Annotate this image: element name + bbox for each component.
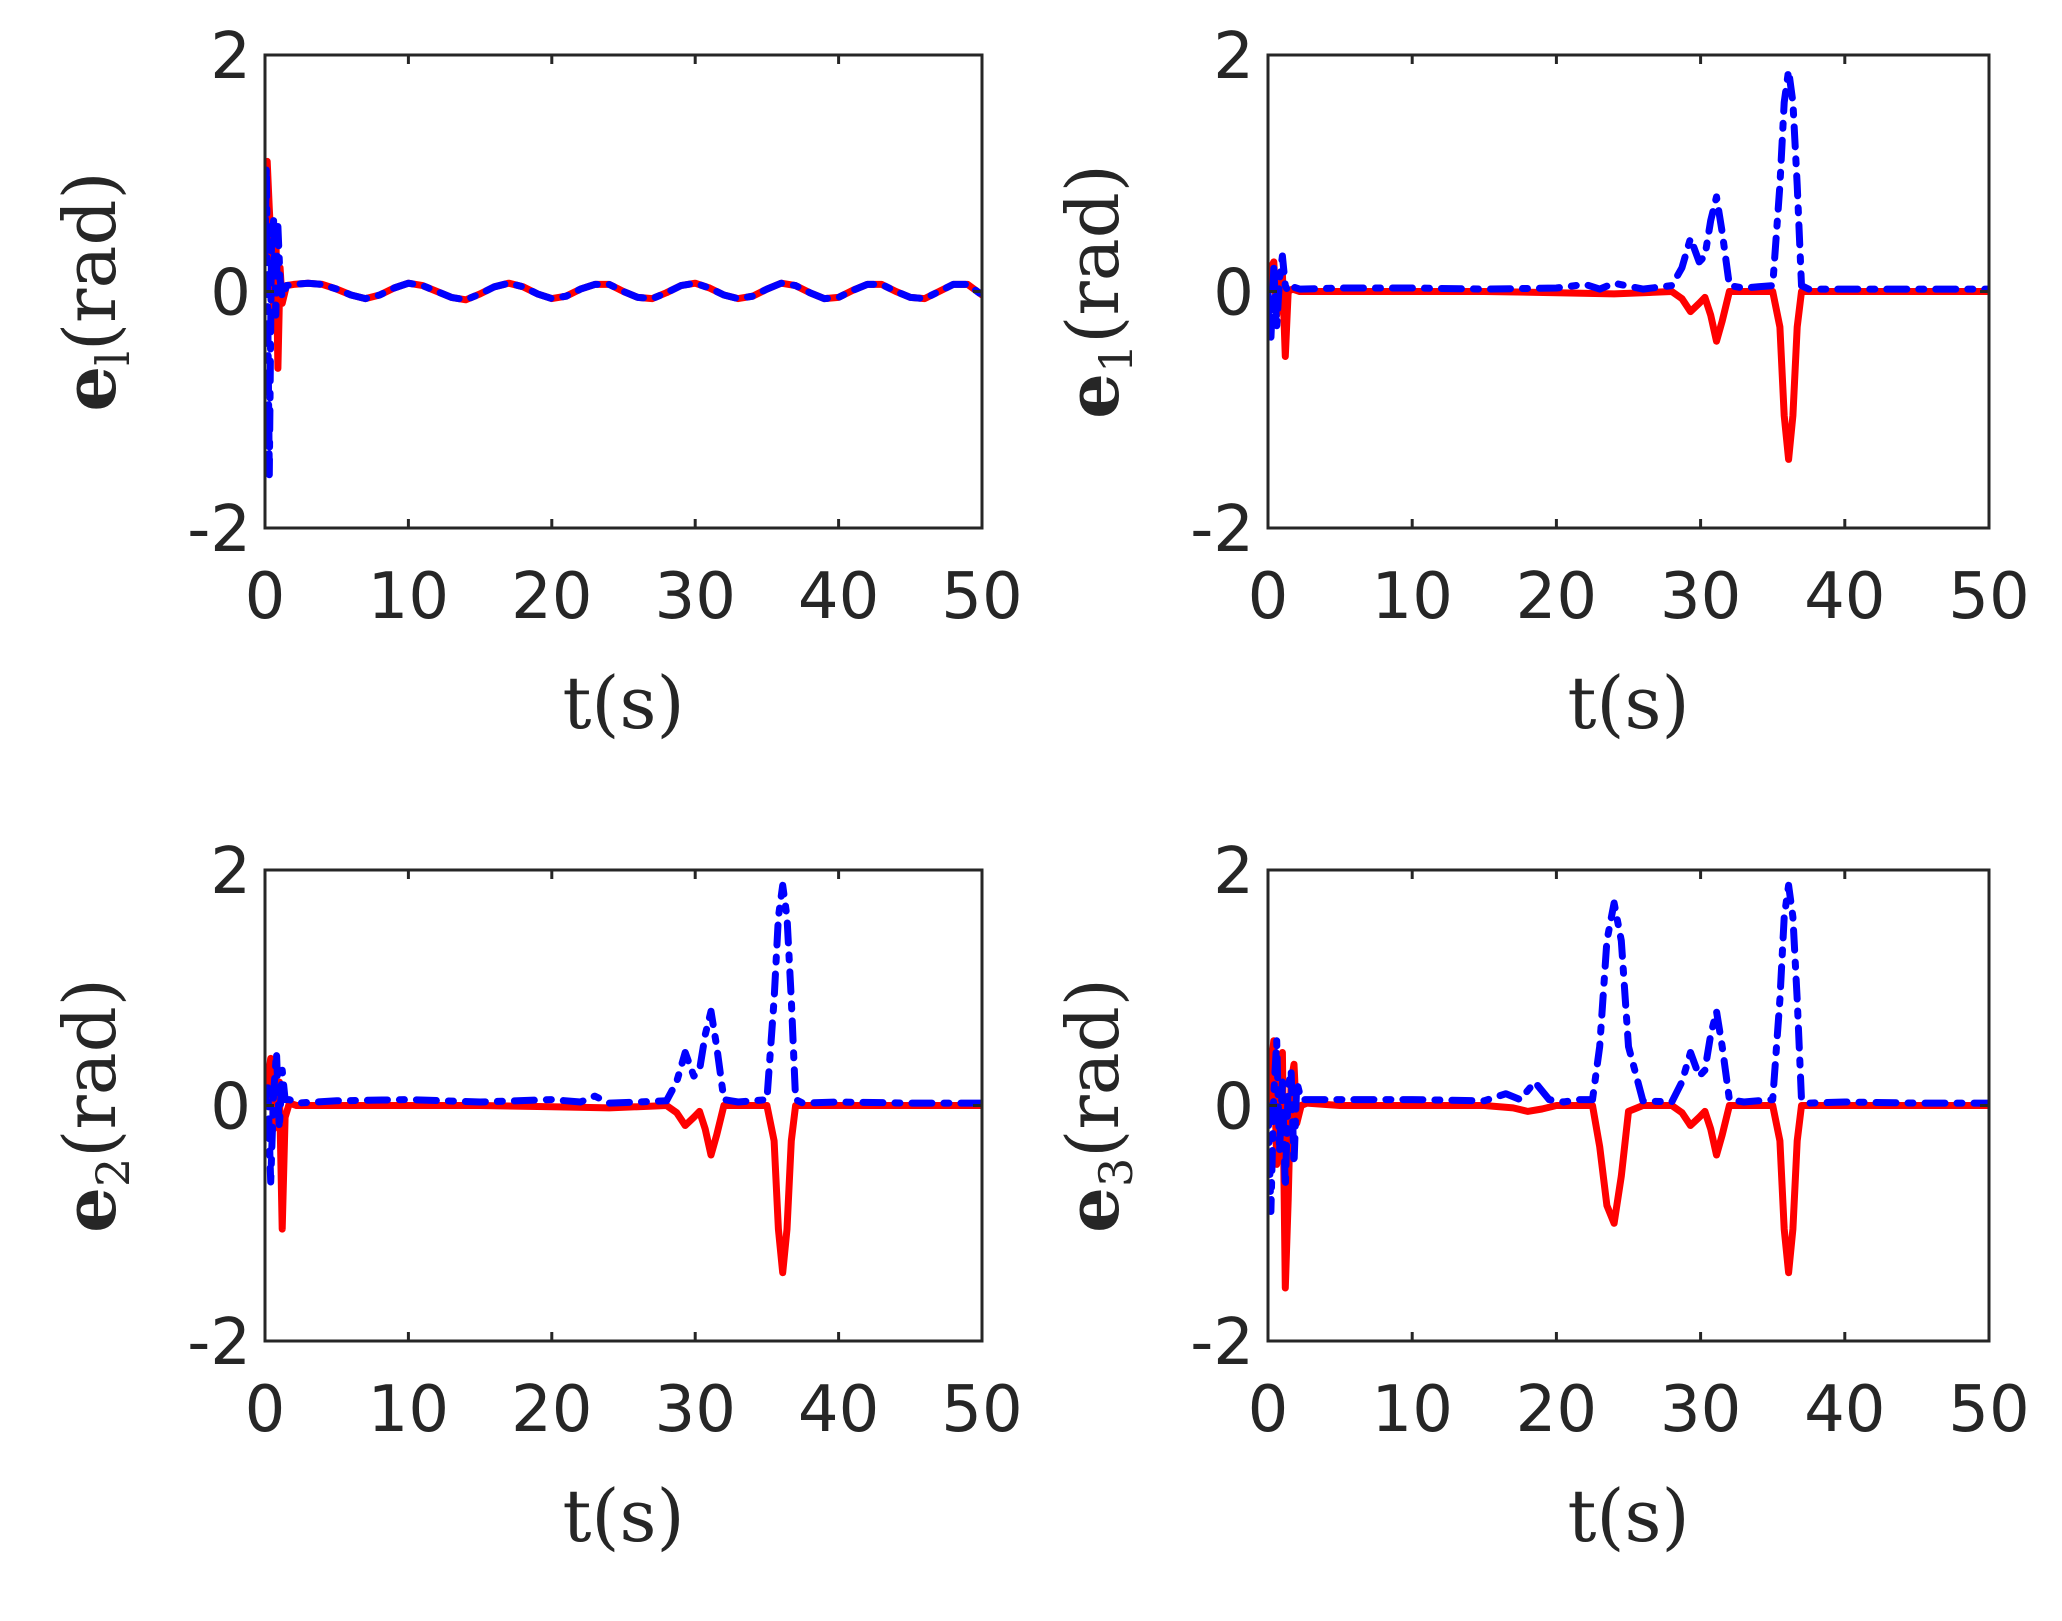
- y-axis-label: el(rad): [47, 171, 140, 411]
- x-tick-label: 20: [1516, 1373, 1597, 1447]
- x-tick-label: 30: [1660, 1373, 1741, 1447]
- x-tick-label: 20: [1516, 560, 1597, 634]
- y-axis-label: e1(rad): [1050, 164, 1143, 419]
- y-axis-label-unit: (rad): [1051, 164, 1135, 344]
- x-tick-label: 10: [1371, 560, 1452, 634]
- y-tick-label: 2: [210, 20, 251, 94]
- x-tick-label: 40: [798, 560, 879, 634]
- x-tick-label: 30: [654, 1373, 735, 1447]
- y-axis-label-subscript: l: [86, 351, 140, 366]
- x-axis-label: t(s): [562, 1474, 684, 1558]
- y-axis-label-symbol: e: [47, 366, 132, 412]
- x-axis-label: t(s): [1567, 661, 1689, 745]
- y-tick-label: 0: [1213, 257, 1254, 331]
- series-line-blue-dash-dot: [265, 881, 982, 1186]
- x-tick-label: 50: [941, 1373, 1022, 1447]
- y-axis-label: e2(rad): [47, 978, 140, 1233]
- x-tick-label: 10: [368, 560, 449, 634]
- x-tick-label: 50: [941, 560, 1022, 634]
- x-tick-label: 30: [1660, 560, 1741, 634]
- y-tick-label: -2: [1190, 493, 1254, 567]
- y-axis-label-unit: (rad): [48, 978, 132, 1158]
- x-tick-label: 30: [654, 560, 735, 634]
- series-line-red-solid: [1268, 258, 1989, 463]
- y-tick-label: -2: [187, 1306, 251, 1380]
- x-tick-label: 40: [798, 1373, 879, 1447]
- y-tick-label: -2: [1190, 1306, 1254, 1380]
- x-tick-label: 0: [245, 560, 286, 634]
- x-tick-label: 40: [1804, 1373, 1885, 1447]
- series-line-blue-dash-dot: [265, 163, 982, 479]
- y-tick-label: 0: [1213, 1071, 1254, 1145]
- x-tick-label: 50: [1948, 560, 2029, 634]
- y-axis-label-symbol: e: [1050, 1187, 1135, 1233]
- x-tick-label: 0: [1248, 1373, 1289, 1447]
- x-tick-label: 20: [511, 560, 592, 634]
- y-tick-label: 2: [210, 835, 251, 909]
- y-axis-label-subscript: 3: [1089, 1158, 1143, 1187]
- x-tick-label: 20: [511, 1373, 592, 1447]
- y-axis-label-symbol: e: [47, 1187, 132, 1233]
- y-axis-label-unit: (rad): [48, 171, 132, 351]
- x-tick-label: 40: [1804, 560, 1885, 634]
- y-tick-label: 2: [1213, 20, 1254, 94]
- y-axis-label-unit: (rad): [1051, 978, 1135, 1158]
- y-tick-label: -2: [187, 493, 251, 567]
- y-axis-label-symbol: e: [1050, 373, 1135, 419]
- x-axis-label: t(s): [1567, 1474, 1689, 1558]
- series-line-blue-dash-dot: [1268, 881, 1989, 1215]
- y-axis-label: e3(rad): [1050, 978, 1143, 1233]
- x-tick-label: 10: [1371, 1373, 1452, 1447]
- series-line-red-solid: [265, 1054, 982, 1277]
- x-axis-label: t(s): [562, 661, 684, 745]
- y-axis-label-subscript: 2: [86, 1158, 140, 1187]
- x-tick-label: 10: [368, 1373, 449, 1447]
- y-tick-label: 0: [210, 1071, 251, 1145]
- y-tick-label: 2: [1213, 835, 1254, 909]
- series-line-blue-dash-dot: [1268, 66, 1989, 343]
- x-tick-label: 50: [1948, 1373, 2029, 1447]
- y-axis-label-subscript: 1: [1089, 344, 1143, 373]
- x-tick-label: 0: [245, 1373, 286, 1447]
- x-tick-label: 0: [1248, 560, 1289, 634]
- y-tick-label: 0: [210, 257, 251, 331]
